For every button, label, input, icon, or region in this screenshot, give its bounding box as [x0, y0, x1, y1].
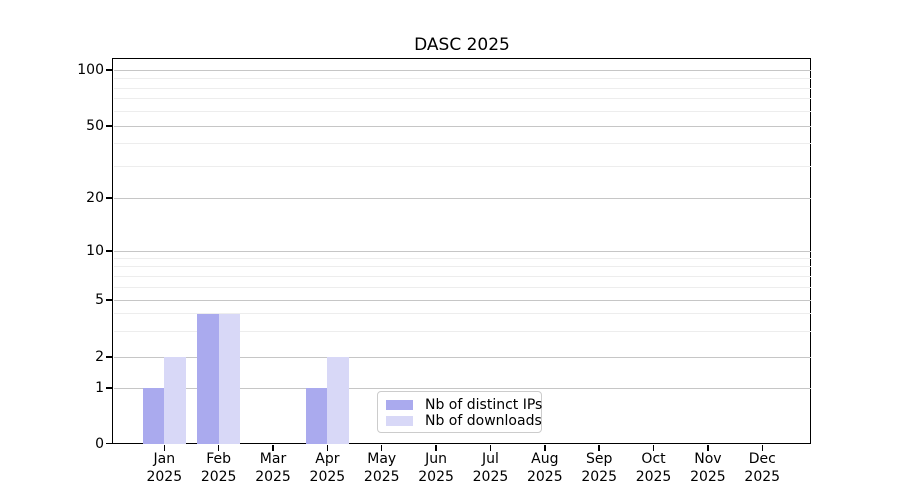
x-tick-label-month: Sep	[585, 451, 613, 467]
x-tick-label-year: 2025	[472, 468, 509, 485]
y-axis-tick	[106, 387, 112, 389]
x-tick-label-year: 2025	[635, 468, 672, 485]
x-tick-label-year: 2025	[200, 468, 237, 485]
plot-area	[113, 60, 811, 444]
bar-distinct-ips	[142, 388, 165, 444]
y-tick-label: 10	[86, 243, 104, 259]
gridline-minor	[113, 87, 811, 89]
gridline-minor	[113, 275, 811, 277]
x-tick-label: Aug 2025	[509, 451, 581, 486]
x-tick-label-month: May	[367, 451, 397, 467]
x-axis-tick	[163, 445, 165, 451]
bar-distinct-ips	[305, 388, 328, 444]
y-axis-tick	[106, 356, 112, 358]
legend-swatch	[386, 400, 413, 410]
legend-item-label: Nb of downloads	[425, 413, 542, 429]
bar-downloads	[327, 357, 350, 444]
gridline-major	[113, 125, 811, 127]
x-axis-tick	[707, 445, 709, 451]
y-axis-tick	[106, 299, 112, 301]
gridline-minor	[113, 331, 811, 333]
x-tick-label-year: 2025	[146, 468, 183, 485]
x-axis-tick	[435, 445, 437, 451]
legend-swatch	[386, 416, 413, 426]
bar-downloads	[218, 313, 241, 444]
x-tick-label: Mar 2025	[237, 451, 309, 486]
legend-item: Nb of downloads	[386, 413, 542, 429]
x-axis-tick	[544, 445, 546, 451]
gridline-major	[113, 299, 811, 301]
gridline-major	[113, 387, 811, 389]
gridline-minor	[113, 313, 811, 315]
x-tick-label-year: 2025	[309, 468, 346, 485]
x-tick-label: Apr 2025	[291, 451, 363, 486]
legend-item-label: Nb of distinct IPs	[425, 397, 543, 413]
gridline-minor	[113, 165, 811, 167]
y-axis-tick	[106, 197, 112, 199]
x-tick-label-year: 2025	[690, 468, 726, 485]
x-tick-label-month: Feb	[206, 451, 232, 467]
gridline-minor	[113, 78, 811, 79]
x-tick-label-year: 2025	[526, 468, 563, 485]
x-tick-label-year: 2025	[581, 468, 617, 485]
gridline-major	[113, 356, 811, 358]
y-tick-label: 1	[95, 380, 104, 396]
y-axis-tick	[106, 250, 112, 252]
x-tick-label: Nov 2025	[672, 451, 744, 486]
x-tick-label: Jun 2025	[400, 451, 472, 486]
gridline-major	[113, 197, 811, 199]
x-axis-tick	[598, 445, 600, 451]
x-tick-label-year: 2025	[363, 468, 400, 485]
y-tick-label: 0	[95, 435, 104, 452]
x-axis-tick	[652, 445, 655, 451]
x-tick-label-year: 2025	[418, 468, 454, 485]
x-axis-tick	[381, 445, 383, 451]
x-tick-label: Sep 2025	[563, 451, 635, 486]
x-tick-label-month: Mar	[259, 451, 287, 467]
x-tick-label-month: Aug	[531, 451, 559, 467]
y-tick-label: 100	[77, 62, 104, 78]
bar-downloads	[164, 357, 186, 444]
x-tick-label-month: Jan	[153, 451, 176, 467]
y-tick-label: 20	[86, 190, 104, 206]
x-tick-label-year: 2025	[255, 468, 291, 485]
x-axis-tick	[761, 445, 763, 451]
gridline-minor	[113, 143, 811, 145]
legend: Nb of distinct IPs Nb of downloads	[377, 391, 542, 433]
x-tick-label: Oct 2025	[618, 451, 690, 486]
y-axis-tick	[106, 69, 112, 71]
x-tick-label: Dec 2025	[726, 451, 798, 486]
x-tick-label-month: Apr	[315, 451, 340, 467]
gridline-minor	[113, 286, 811, 288]
chart-title: DASC 2025	[414, 35, 510, 55]
gridline-minor	[113, 98, 811, 100]
x-tick-label: Feb 2025	[183, 451, 255, 486]
gridline-minor	[113, 110, 811, 112]
bar-distinct-ips	[196, 313, 219, 444]
x-tick-label-month: Oct	[641, 451, 666, 467]
x-axis-tick	[272, 445, 274, 451]
y-axis-tick	[106, 125, 112, 127]
x-tick-label: Jan 2025	[128, 451, 200, 486]
gridline-minor	[113, 266, 811, 268]
y-tick-label: 50	[86, 118, 104, 134]
y-tick-label: 2	[95, 349, 104, 365]
gridline-major	[113, 250, 811, 252]
x-axis-tick	[217, 445, 220, 451]
x-axis-tick	[489, 445, 492, 451]
y-tick-label: 5	[95, 292, 104, 308]
x-axis-tick	[326, 445, 329, 451]
x-tick-label: Jul 2025	[454, 451, 526, 486]
x-tick-label-month: Nov	[694, 451, 722, 467]
x-tick-label-month: Jun	[425, 451, 448, 467]
x-tick-label-year: 2025	[744, 468, 781, 485]
gridline-major	[113, 69, 811, 71]
y-axis-tick	[106, 442, 112, 445]
x-tick-label-month: Dec	[748, 451, 776, 467]
x-tick-label-month: Jul	[482, 451, 499, 467]
gridline-minor	[113, 257, 811, 259]
x-tick-label: May 2025	[346, 451, 418, 486]
legend-item: Nb of distinct IPs	[386, 397, 543, 413]
